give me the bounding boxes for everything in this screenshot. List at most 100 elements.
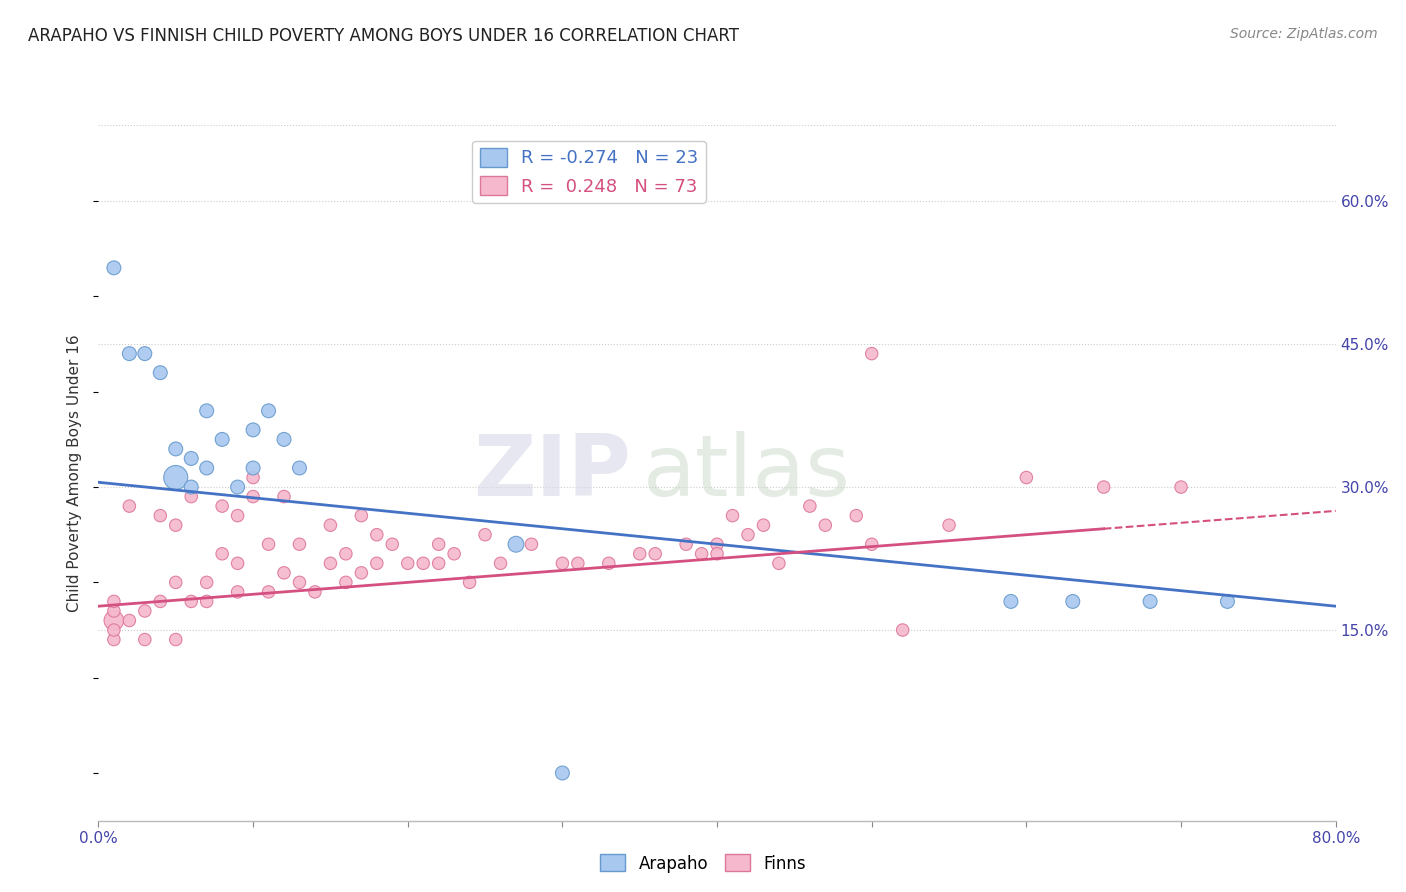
Point [195,404,218,418]
Point [505,537,527,551]
Point [118,499,141,513]
Point [489,557,512,571]
Point [165,632,187,647]
Point [860,346,883,360]
Point [335,575,357,590]
Text: Source: ZipAtlas.com: Source: ZipAtlas.com [1230,27,1378,41]
Point [860,537,883,551]
Point [226,557,249,571]
Y-axis label: Child Poverty Among Boys Under 16: Child Poverty Among Boys Under 16 [67,334,83,612]
Point [257,537,280,551]
Point [273,433,295,447]
Text: ZIP: ZIP [472,431,630,515]
Point [195,575,218,590]
Point [103,594,125,608]
Point [319,557,342,571]
Point [165,470,187,484]
Point [304,585,326,599]
Point [443,547,465,561]
Point [1170,480,1192,494]
Point [598,557,620,571]
Point [288,537,311,551]
Point [242,461,264,475]
Point [211,499,233,513]
Point [180,490,202,504]
Point [768,557,790,571]
Point [257,585,280,599]
Point [412,557,434,571]
Point [891,623,914,637]
Point [721,508,744,523]
Point [242,470,264,484]
Point [118,614,141,628]
Point [103,614,125,628]
Point [628,547,651,561]
Point [226,508,249,523]
Point [273,490,295,504]
Point [242,490,264,504]
Point [366,527,388,541]
Point [149,366,172,380]
Text: atlas: atlas [643,431,851,515]
Point [474,527,496,541]
Point [180,480,202,494]
Point [551,766,574,780]
Point [149,594,172,608]
Point [706,547,728,561]
Point [335,547,357,561]
Point [165,518,187,533]
Point [396,557,419,571]
Point [134,604,156,618]
Point [427,557,450,571]
Point [226,585,249,599]
Point [103,260,125,275]
Point [814,518,837,533]
Point [134,632,156,647]
Point [675,537,697,551]
Point [520,537,543,551]
Point [195,461,218,475]
Point [103,604,125,618]
Text: ARAPAHO VS FINNISH CHILD POVERTY AMONG BOYS UNDER 16 CORRELATION CHART: ARAPAHO VS FINNISH CHILD POVERTY AMONG B… [28,27,740,45]
Point [149,508,172,523]
Point [1062,594,1084,608]
Point [938,518,960,533]
Point [226,480,249,494]
Point [165,575,187,590]
Point [350,508,373,523]
Point [288,575,311,590]
Point [118,346,141,360]
Point [799,499,821,513]
Point [242,423,264,437]
Point [551,557,574,571]
Point [211,547,233,561]
Point [165,442,187,456]
Point [257,404,280,418]
Point [458,575,481,590]
Legend: R = -0.274   N = 23, R =  0.248   N = 73: R = -0.274 N = 23, R = 0.248 N = 73 [472,141,706,203]
Point [1092,480,1115,494]
Point [366,557,388,571]
Point [427,537,450,551]
Point [103,623,125,637]
Point [195,594,218,608]
Point [567,557,589,571]
Point [381,537,404,551]
Point [273,566,295,580]
Point [752,518,775,533]
Point [134,346,156,360]
Point [1216,594,1239,608]
Point [288,461,311,475]
Point [103,632,125,647]
Point [180,451,202,466]
Point [690,547,713,561]
Point [211,433,233,447]
Point [1015,470,1038,484]
Point [644,547,666,561]
Legend: Arapaho, Finns: Arapaho, Finns [593,847,813,880]
Point [706,537,728,551]
Point [845,508,868,523]
Point [319,518,342,533]
Point [737,527,759,541]
Point [1000,594,1022,608]
